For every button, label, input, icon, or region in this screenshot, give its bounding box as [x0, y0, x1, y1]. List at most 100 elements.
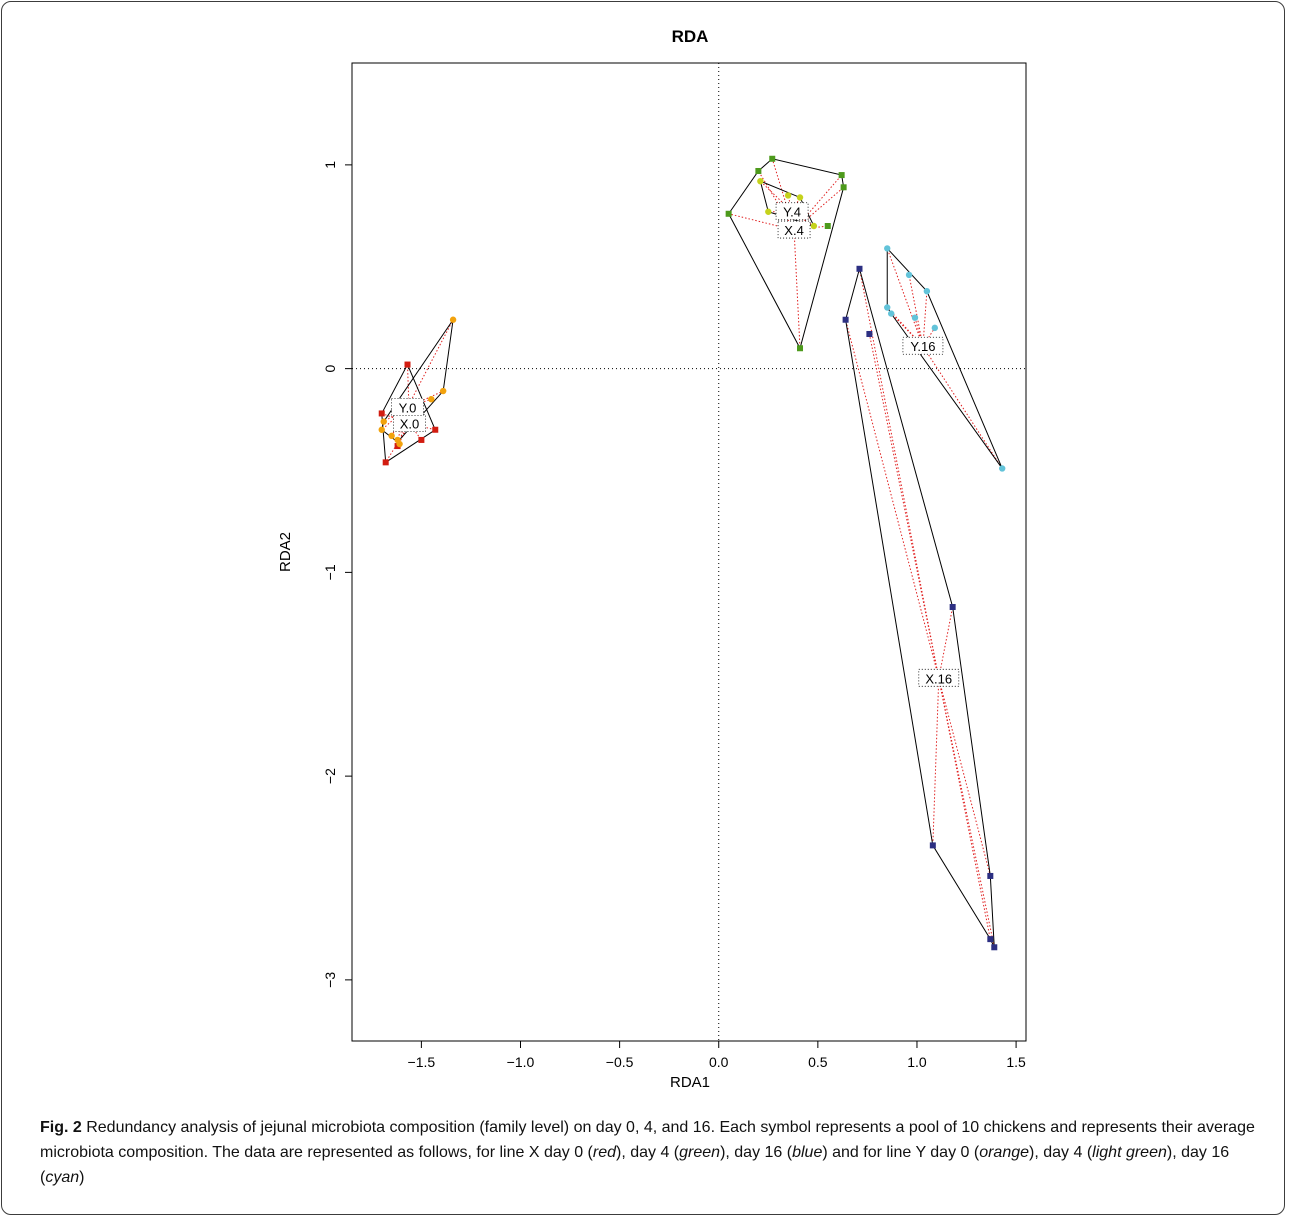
- figure-caption: Fig. 2 Redundancy analysis of jejunal mi…: [40, 1115, 1260, 1190]
- rda-plot: RDA X.0 Y.0 X.4 Y.4 X.16 Y.16 −1.5 −1.0 −0.5 0.0…: [277, 27, 1027, 1091]
- spoke-y-0-3: [381, 406, 408, 431]
- x-axis: −1.5 −1.0 −0.5 0.0 0.5 1.0 1.5: [408, 1040, 1026, 1070]
- caption-label: Fig. 2: [40, 1119, 82, 1136]
- caption-text-6: ), day 16 (: [40, 1144, 1230, 1186]
- label-box-x-4: [777, 220, 811, 239]
- point-y-0-1: [439, 387, 447, 395]
- label-y-4: Y.4: [783, 205, 801, 220]
- caption-text-5: ), day 4 (: [1029, 1144, 1093, 1161]
- spoke-x-16-4: [932, 678, 940, 846]
- caption-green: green: [679, 1144, 721, 1161]
- spoke-x-16-1: [858, 268, 940, 679]
- caption-orange: orange: [979, 1144, 1030, 1161]
- caption-text-4: ) and for line Y day 0 (: [822, 1144, 980, 1161]
- point-x-16-3: [949, 604, 956, 611]
- spoke-x-4-3: [793, 174, 843, 231]
- label-x-16: X.16: [925, 671, 952, 686]
- point-y-0-3: [378, 426, 385, 433]
- point-x-4-0: [725, 210, 732, 217]
- point-y-0-2: [428, 395, 435, 403]
- spoke-y-0-0: [407, 319, 454, 408]
- point-y-0-0: [449, 316, 457, 323]
- point-y-16-5: [911, 314, 919, 321]
- x-tick-label-5: 1.0: [907, 1054, 927, 1070]
- chart-title: RDA: [672, 27, 709, 46]
- point-y-4-1: [765, 208, 772, 215]
- spoke-y-16-7: [922, 345, 1003, 469]
- label-box-y-16: [902, 336, 944, 355]
- point-x-16-5: [987, 872, 994, 879]
- point-x-4-2: [769, 155, 776, 162]
- point-x-16-6: [987, 936, 994, 943]
- y-tick-label-2: −1: [322, 564, 338, 580]
- caption-light-green: light green: [1092, 1144, 1167, 1161]
- point-x-16-0: [842, 316, 849, 323]
- spoke-y-16-0: [886, 248, 924, 347]
- point-x-0-5: [432, 426, 439, 433]
- x-tick-label-4: 0.5: [808, 1054, 828, 1070]
- hull-x-4: [728, 158, 845, 350]
- x-tick-label-3: 0.0: [709, 1054, 729, 1070]
- point-x-0-0: [404, 361, 411, 368]
- y-axis-label: RDA2: [277, 532, 294, 572]
- x-axis-label: RDA1: [670, 1074, 710, 1091]
- caption-blue: blue: [792, 1144, 823, 1161]
- point-y-16-6: [931, 324, 939, 332]
- reference-lines: [352, 63, 1026, 1041]
- caption-text-1: Redundancy analysis of jejunal microbiot…: [40, 1119, 1255, 1161]
- spoke-x-4-6: [793, 230, 801, 349]
- point-x-4-3: [838, 172, 845, 179]
- point-y-16-0: [884, 245, 891, 252]
- point-y-0-7: [396, 440, 403, 448]
- y-tick-label-1: −2: [322, 768, 338, 784]
- spoke-y-16-2: [922, 291, 928, 347]
- spoke-x-4-5: [794, 225, 828, 231]
- x-tick-label-1: −1.0: [507, 1054, 535, 1070]
- label-box-y-0: [391, 397, 424, 416]
- point-y-4-2: [784, 192, 792, 199]
- caption-cyan: cyan: [45, 1169, 80, 1186]
- point-x-4-5: [824, 223, 831, 229]
- spoke-x-16-3: [938, 606, 954, 679]
- spoke-x-4-1: [757, 170, 795, 231]
- point-y-16-3: [884, 304, 891, 311]
- point-x-16-2: [866, 330, 873, 337]
- y-tick-label-0: −3: [322, 972, 338, 988]
- point-x-0-2: [382, 459, 389, 466]
- label-x-0: X.0: [400, 417, 420, 432]
- label-box-x-16: [918, 668, 960, 687]
- spoke-x-16-2: [868, 333, 940, 679]
- label-box-y-4: [775, 202, 809, 221]
- spoke-x-0-0: [407, 364, 410, 424]
- spoke-y-0-1: [407, 390, 444, 408]
- point-x-16-1: [856, 265, 863, 272]
- point-y-16-2: [923, 288, 931, 295]
- point-x-4-4: [840, 184, 847, 191]
- point-y-0-5: [388, 432, 395, 440]
- point-y-16-7: [999, 465, 1006, 472]
- plot-box: [351, 62, 1027, 1042]
- y-tick-label-4: 1: [322, 161, 338, 169]
- point-x-0-4: [418, 436, 425, 443]
- x-tick-label-0: −1.5: [408, 1054, 436, 1070]
- hull-y-16: [886, 247, 1003, 469]
- centroid-labels: X.0 Y.0 X.4 Y.4 X.16 Y.16: [391, 202, 960, 687]
- sample-points: [378, 155, 1006, 951]
- spoke-x-16-5: [938, 678, 991, 877]
- point-y-16-4: [888, 310, 895, 317]
- spoke-y-0-6: [397, 407, 408, 441]
- point-x-4-6: [797, 345, 804, 352]
- hull-x-16: [845, 266, 995, 948]
- point-y-0-4: [380, 418, 387, 425]
- spoke-x-16-7: [938, 678, 995, 948]
- point-y-4-4: [810, 222, 818, 230]
- x-tick-label-2: −0.5: [606, 1054, 634, 1070]
- point-y-4-0: [757, 177, 764, 185]
- x-tick-label-6: 1.5: [1006, 1054, 1026, 1070]
- point-y-4-3: [796, 194, 804, 201]
- point-x-4-1: [755, 167, 762, 174]
- label-y-0: Y.0: [399, 400, 417, 415]
- spoke-x-16-0: [845, 319, 940, 679]
- point-x-0-1: [378, 410, 385, 417]
